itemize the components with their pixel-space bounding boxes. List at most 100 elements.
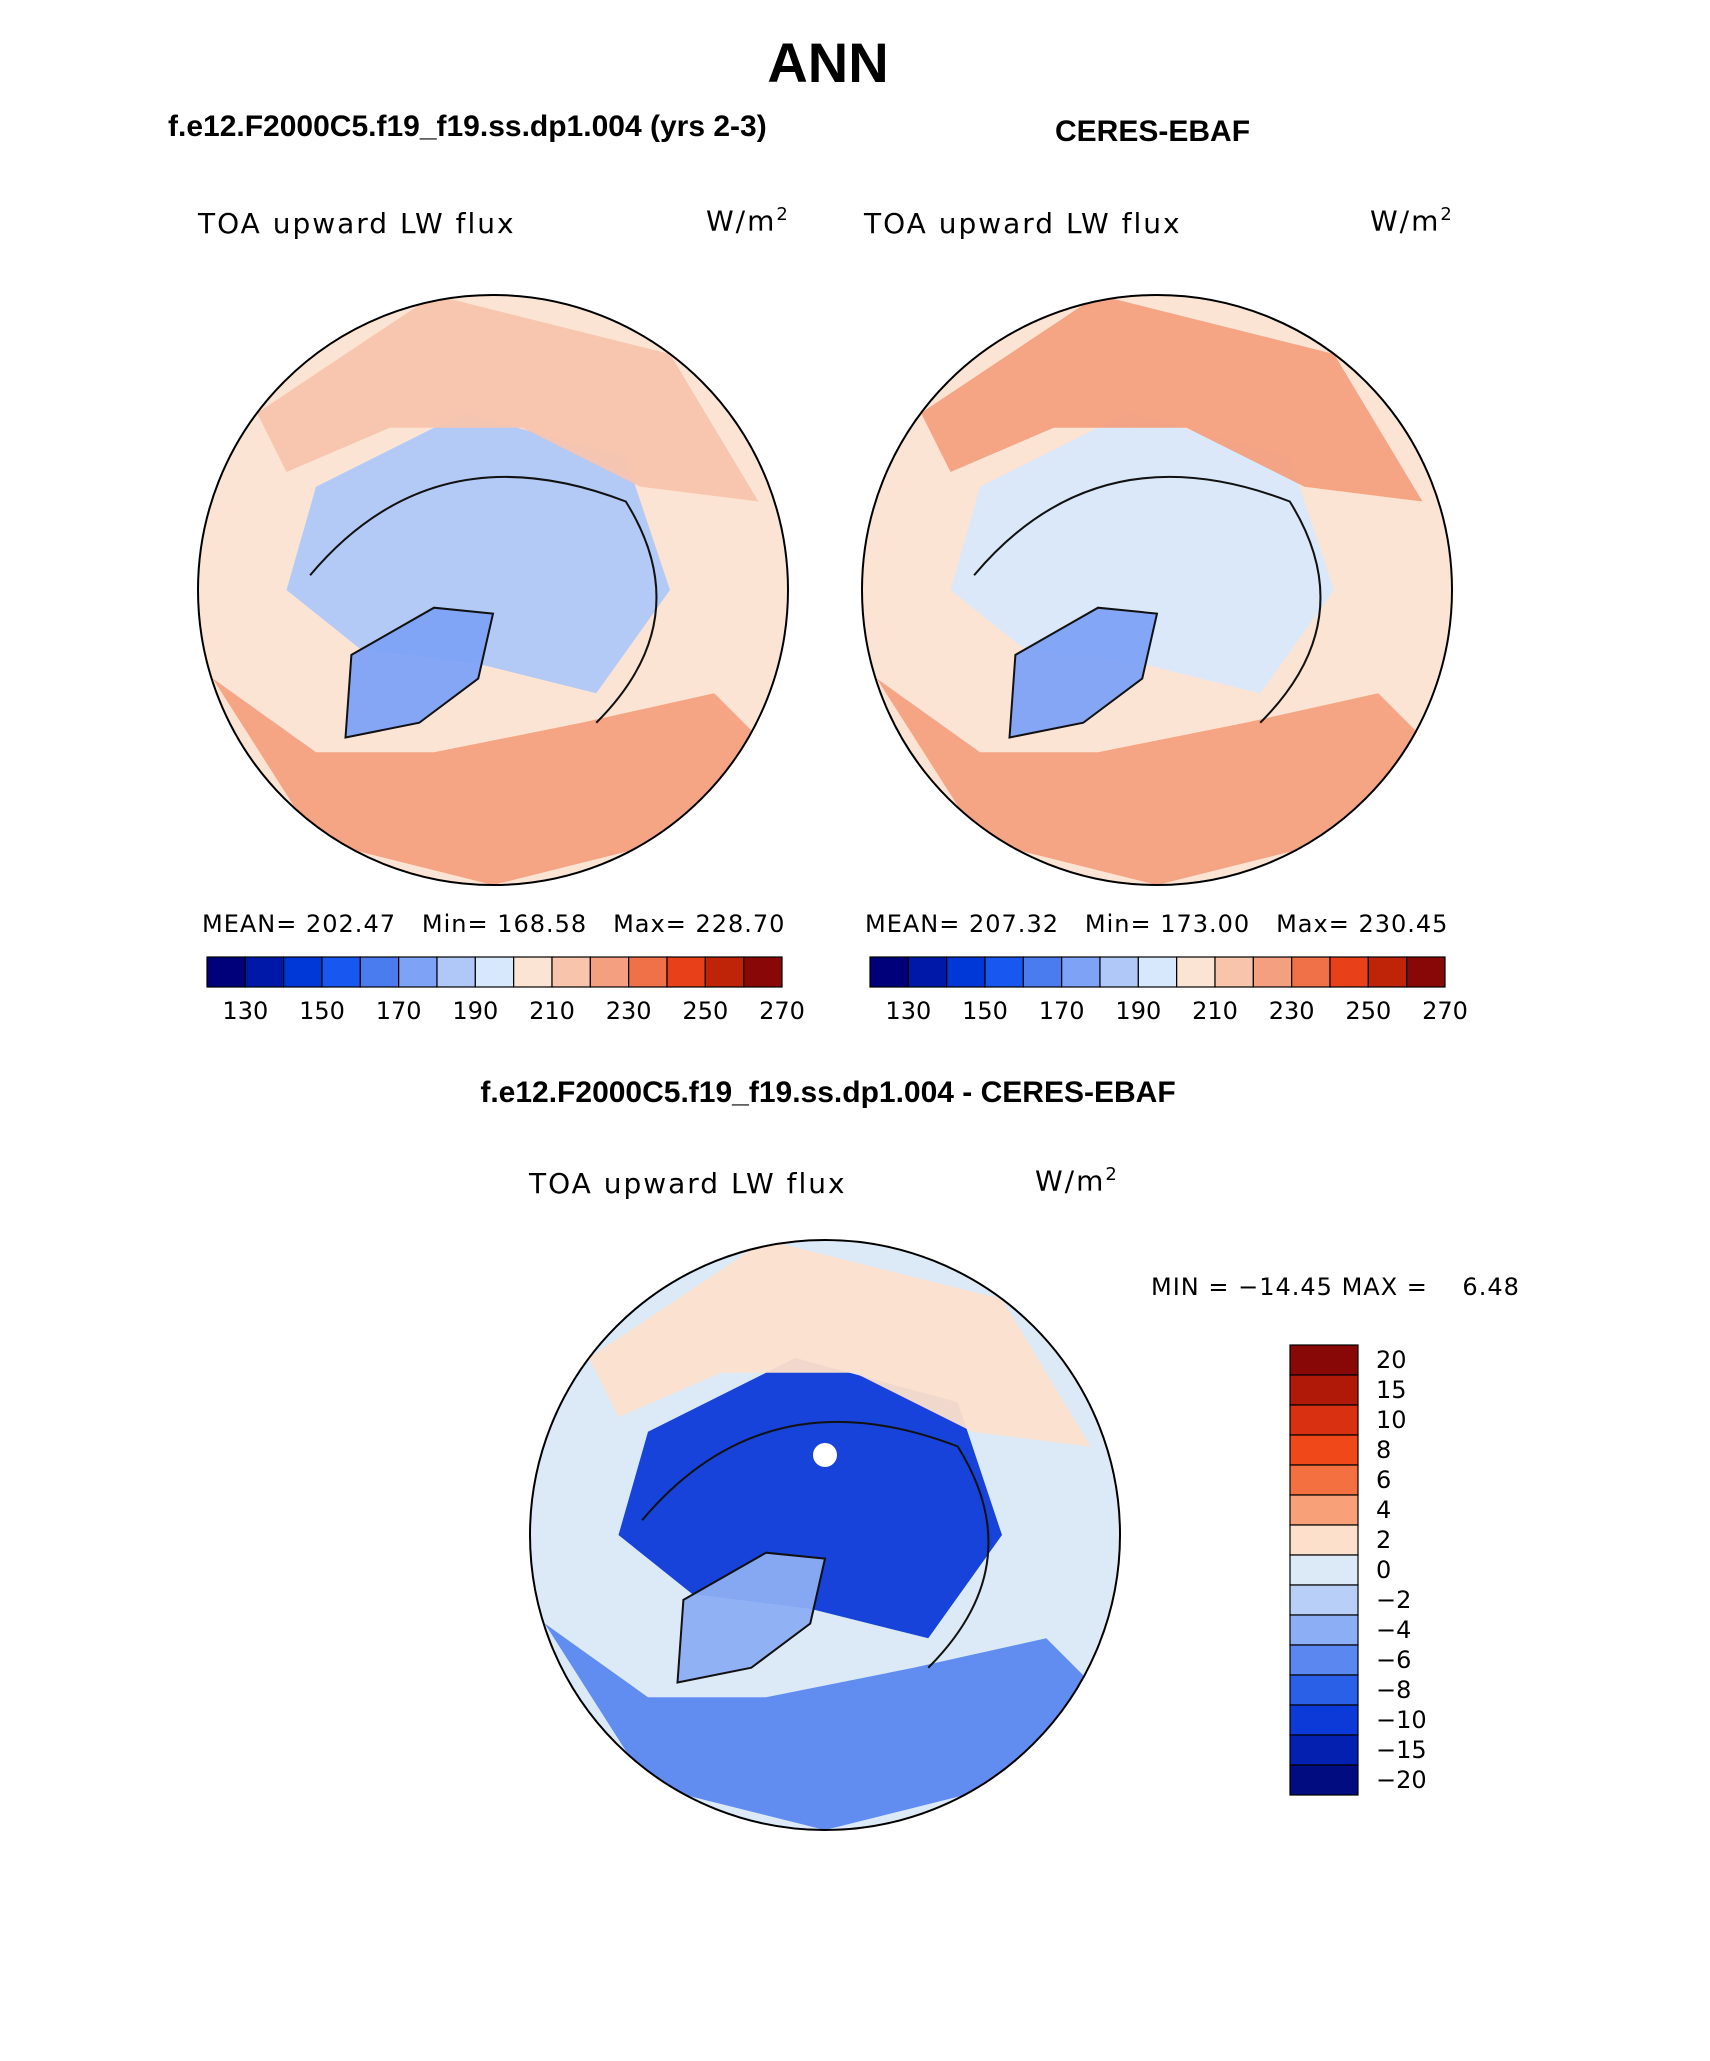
colorbar-tick-label: 10 (1376, 1406, 1407, 1434)
colorbar-tick-label: 230 (606, 997, 652, 1025)
colorbar-swatch (1329, 956, 1369, 988)
colorbar-swatch (244, 956, 285, 988)
colorbar-tick-label: 20 (1376, 1346, 1407, 1374)
colorbar-tick-label: 190 (1115, 997, 1161, 1025)
colorbar-tick-label: 2 (1376, 1526, 1391, 1554)
map-border (529, 1239, 1121, 1831)
greenland-outline (1008, 606, 1159, 739)
panel-2-mean: 207.32 (969, 910, 1059, 938)
colorbar-swatch (704, 956, 745, 988)
region-north-pacific (257, 295, 759, 502)
colorbar-swatch (1289, 1344, 1359, 1376)
colorbar-tick-label: −10 (1376, 1706, 1427, 1734)
panel-1-map (197, 294, 789, 886)
colorbar-swatch (1367, 956, 1408, 988)
colorbar-swatch (1289, 1584, 1359, 1616)
colorbar-swatch (869, 956, 909, 988)
colorbar-swatch (1137, 956, 1178, 988)
panel-1-stats: MEAN= 202.47 Min= 168.58 Max= 228.70 (202, 910, 786, 938)
region-greenland (1009, 607, 1157, 738)
colorbar-swatch (1406, 956, 1446, 988)
panel-1-mean: 202.47 (306, 910, 396, 938)
figure-title: ANN (767, 31, 889, 94)
colorbar-tick-label: 170 (1039, 997, 1085, 1025)
colorbar-tick-label: 250 (682, 997, 728, 1025)
colorbar-swatch (1289, 1734, 1359, 1766)
panel-1-min: 168.58 (497, 910, 588, 938)
region-greenland (345, 607, 493, 738)
colorbar-swatch (398, 956, 438, 988)
colorbar-swatch (1289, 1404, 1359, 1436)
region-north-pacific (921, 295, 1423, 502)
colorbar-swatch (984, 956, 1024, 988)
colorbar-swatch (1252, 956, 1293, 988)
diff-panel-title: f.e12.F2000C5.f19_f19.ss.dp1.004 - CERES… (480, 1076, 1176, 1109)
colorbar-swatch (743, 956, 783, 988)
colorbar-swatch (1289, 1614, 1359, 1646)
colorbar-swatch (628, 956, 668, 988)
colorbar-tick-label: 4 (1376, 1496, 1391, 1524)
colorbar-tick-label: 0 (1376, 1556, 1391, 1584)
colorbar-tick-label: 230 (1269, 997, 1315, 1025)
colorbar-swatch (551, 956, 591, 988)
region-central-arctic (286, 413, 670, 694)
colorbar-tick-label: 270 (1422, 997, 1468, 1025)
region-central-arctic (618, 1358, 1002, 1639)
region-north-atlantic (212, 678, 759, 885)
colorbar-tick-label: 130 (222, 997, 268, 1025)
colorbar-swatch (1289, 1764, 1359, 1796)
colorbar-tick-label: 6 (1376, 1466, 1391, 1494)
colorbar-tick-label: −2 (1376, 1586, 1411, 1614)
colorbar-swatch (359, 956, 400, 988)
colorbar-tick-label: −8 (1376, 1676, 1411, 1704)
arctic-coastline (973, 475, 1322, 724)
map-border (861, 294, 1453, 886)
diff-variable-label: TOA upward LW flux (529, 1167, 847, 1200)
pole-missing-data (813, 1443, 837, 1467)
colorbar-tick-label: −4 (1376, 1616, 1411, 1644)
colorbar-swatch (1289, 1374, 1359, 1406)
colorbar-swatch (1289, 1704, 1359, 1736)
colorbar-swatch (321, 956, 361, 988)
arctic-coastline (641, 1420, 990, 1669)
greenland-outline (344, 606, 495, 739)
arctic-coastline (309, 475, 658, 724)
panel-1-title: f.e12.F2000C5.f19_f19.ss.dp1.004 (yrs 2-… (168, 110, 767, 143)
colorbar-swatch (907, 956, 948, 988)
colorbar-swatch (206, 956, 246, 988)
diff-minmax: MIN = −14.45 MAX = 6.48 (1151, 1273, 1520, 1301)
colorbar-swatch (436, 956, 476, 988)
coastlines (641, 1420, 990, 1684)
colorbar-tick-label: 15 (1376, 1376, 1407, 1404)
diff-max: 6.48 (1462, 1273, 1520, 1301)
region-central-arctic (950, 413, 1334, 694)
colorbar-swatch (946, 956, 986, 988)
colorbar-swatch (1289, 1644, 1359, 1676)
colorbar-swatch (1291, 956, 1331, 988)
colorbar-swatch (1099, 956, 1139, 988)
colorbar-tick-label: 190 (452, 997, 498, 1025)
region-north-pacific (589, 1240, 1091, 1447)
region-north-atlantic (544, 1623, 1091, 1830)
panel-2-stats: MEAN= 207.32 Min= 173.00 Max= 230.45 (865, 910, 1449, 938)
colorbar-swatch (1289, 1464, 1359, 1496)
region-north-atlantic (876, 678, 1423, 885)
panel-2-colorbar: 130 150 170 190 210 230 250 270 (869, 956, 1468, 1025)
colorbar-swatch (1061, 956, 1101, 988)
colorbar-tick-label: 150 (962, 997, 1008, 1025)
colorbar-tick-label: 210 (529, 997, 575, 1025)
colorbar-swatch (1289, 1494, 1359, 1526)
colorbar-tick-label: 150 (299, 997, 345, 1025)
coastlines (309, 475, 658, 739)
colorbar-swatch (1289, 1434, 1359, 1466)
map-border (197, 294, 789, 886)
panel-1-max: 228.70 (695, 910, 786, 938)
colorbar-swatch (589, 956, 630, 988)
panel-2-units: W/m2 (1370, 204, 1454, 238)
colorbar-swatch (513, 956, 553, 988)
panel-2-map (861, 294, 1453, 886)
panel-2-min: 173.00 (1160, 910, 1251, 938)
colorbar-swatch (474, 956, 515, 988)
colorbar-swatch (1289, 1524, 1359, 1556)
